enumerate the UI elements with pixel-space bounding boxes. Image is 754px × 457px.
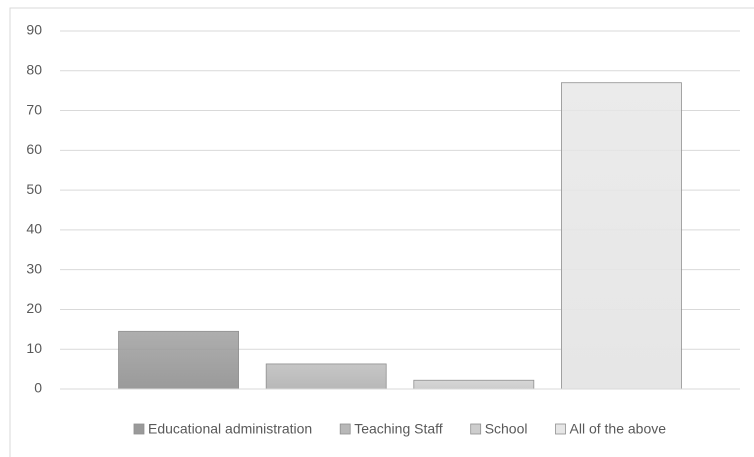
y-tick-label: 20 (26, 300, 42, 316)
legend-label: School (485, 421, 528, 437)
bar (413, 379, 535, 390)
legend-swatch (555, 423, 566, 435)
y-tick-label: 90 (26, 22, 42, 38)
legend-swatch (470, 423, 482, 435)
y-tick-label: 70 (26, 101, 42, 117)
bar (265, 363, 387, 390)
legend-swatch (339, 423, 351, 435)
bar (561, 82, 682, 390)
y-tick-label: 60 (26, 141, 42, 157)
y-tick-label: 0 (34, 380, 42, 396)
bar (118, 330, 239, 390)
y-tick-label: 50 (26, 181, 42, 197)
legend-label: All of the above (570, 421, 667, 437)
y-tick-label: 80 (26, 61, 42, 77)
y-tick-label: 10 (26, 340, 42, 356)
y-tick-label: 30 (26, 260, 42, 276)
y-tick-label: 40 (26, 221, 42, 237)
legend-label: Teaching Staff (354, 421, 443, 437)
legend-swatch (133, 423, 145, 435)
legend-label: Educational administration (148, 421, 312, 437)
